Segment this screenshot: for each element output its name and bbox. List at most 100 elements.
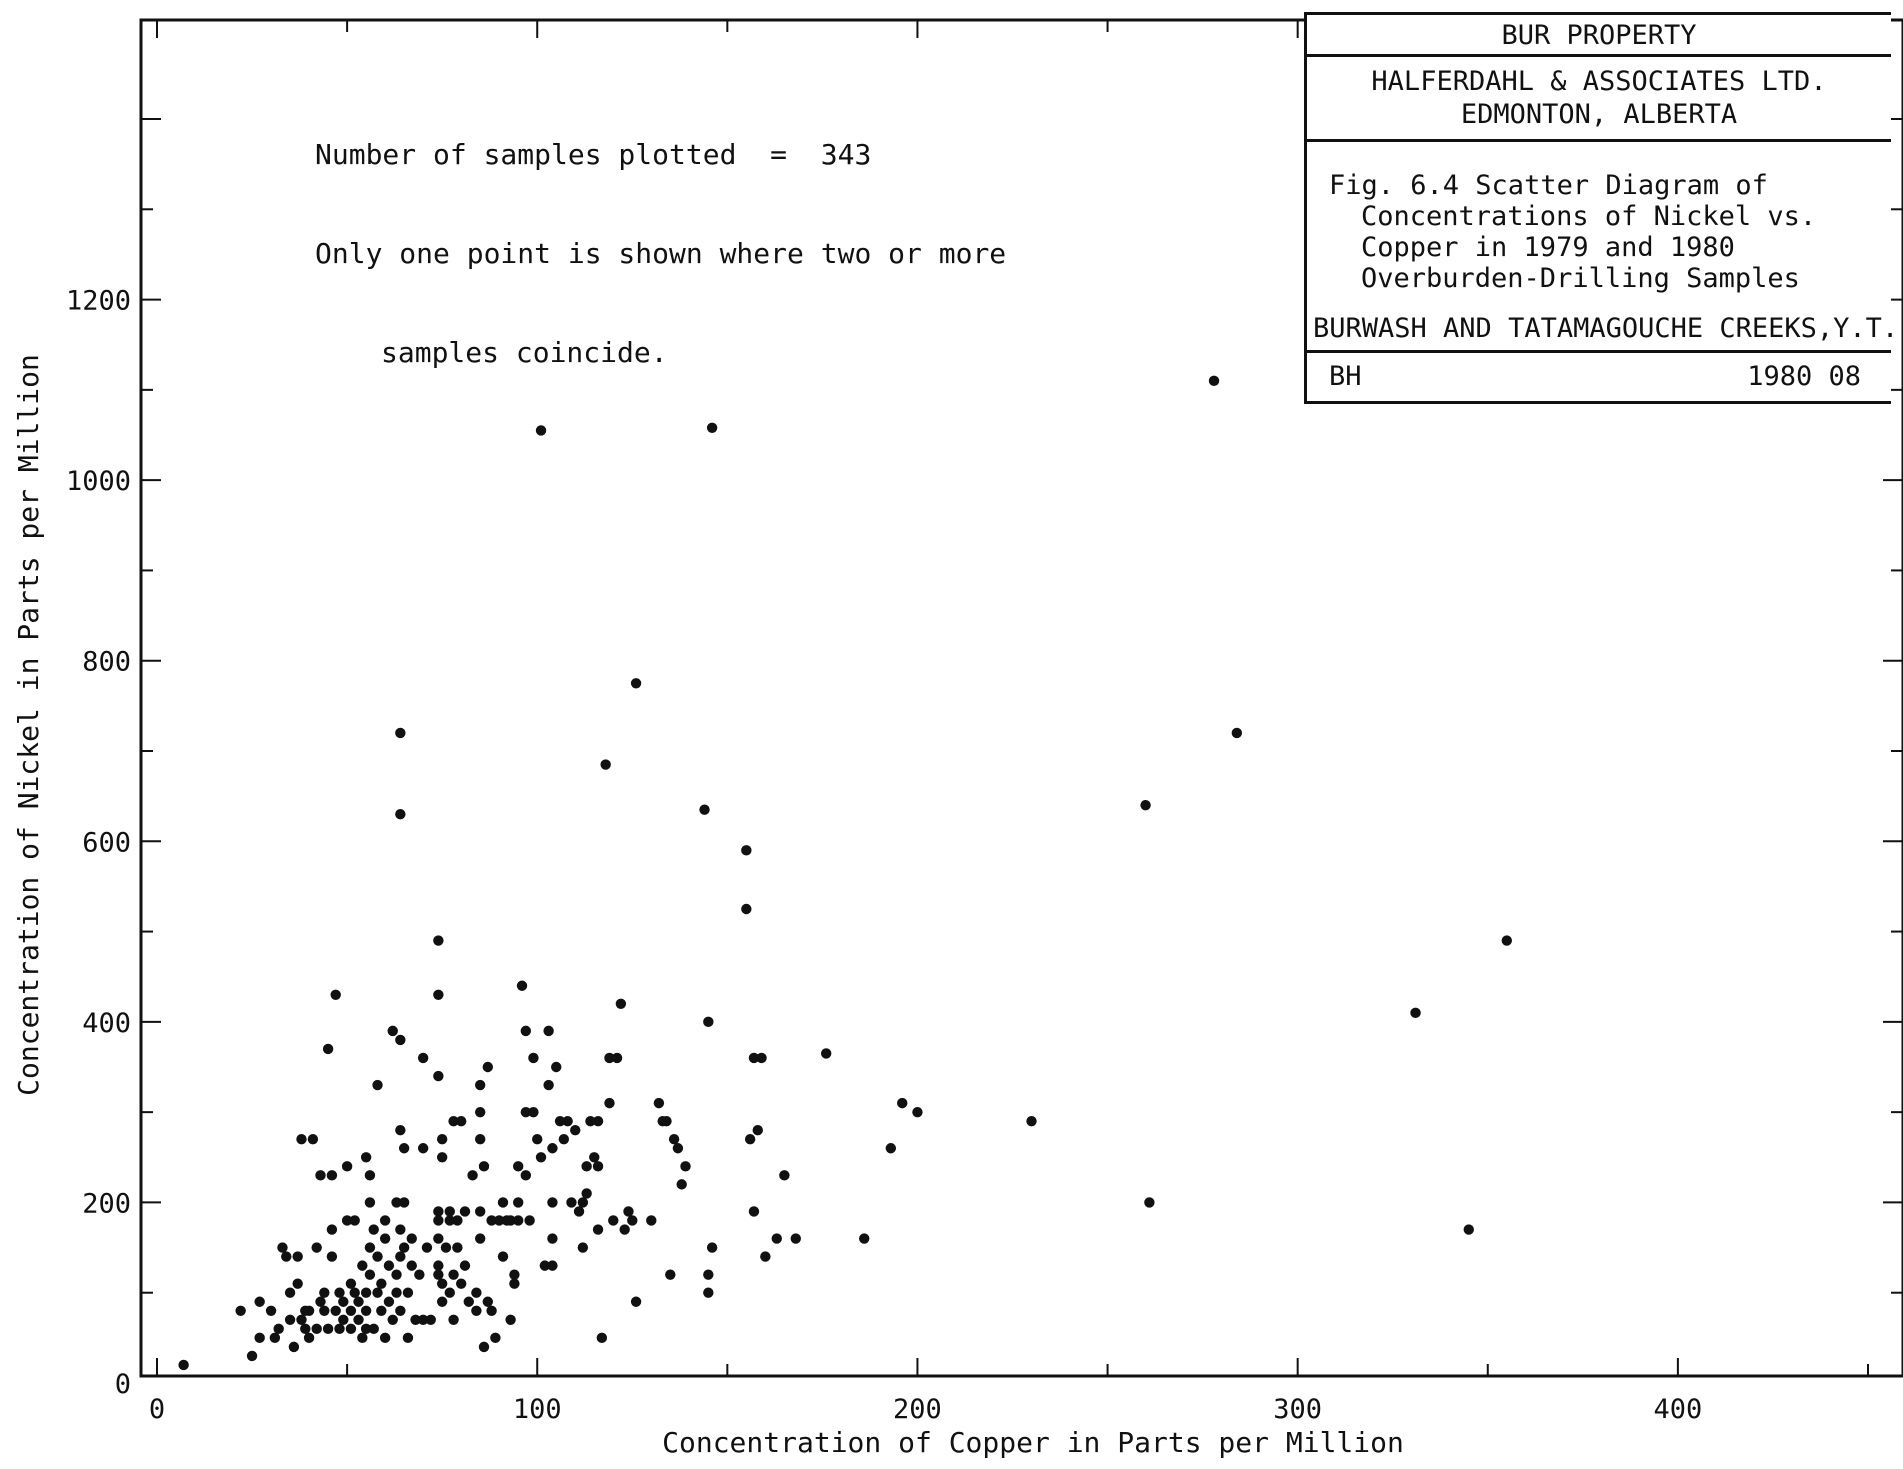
data-point bbox=[551, 1061, 562, 1073]
y-tick-label: 600 bbox=[82, 827, 131, 858]
data-point bbox=[315, 1296, 326, 1307]
x-tick-label: 300 bbox=[1273, 1394, 1322, 1425]
data-point bbox=[615, 998, 627, 1009]
data-point bbox=[265, 1305, 277, 1316]
data-point bbox=[387, 1314, 398, 1326]
data-point bbox=[383, 1260, 395, 1271]
data-point bbox=[490, 1332, 501, 1344]
data-point bbox=[455, 1115, 467, 1127]
data-point bbox=[334, 1287, 345, 1298]
data-point bbox=[478, 1161, 490, 1172]
data-point bbox=[414, 1269, 425, 1280]
data-point bbox=[398, 1143, 410, 1154]
data-point bbox=[315, 1170, 326, 1181]
data-point bbox=[611, 1052, 623, 1064]
note-line-3: samples coincide. bbox=[381, 336, 668, 369]
data-point bbox=[395, 1125, 406, 1136]
data-point bbox=[532, 1134, 543, 1145]
data-point bbox=[330, 989, 341, 1000]
data-points bbox=[178, 375, 1512, 1371]
y-tick-label: 800 bbox=[82, 647, 131, 678]
data-point bbox=[672, 1143, 684, 1154]
data-point bbox=[395, 727, 406, 739]
data-point bbox=[357, 1260, 368, 1271]
data-point bbox=[357, 1332, 368, 1344]
data-point bbox=[353, 1314, 364, 1326]
data-point bbox=[513, 1215, 524, 1226]
data-point bbox=[706, 1242, 718, 1253]
data-point bbox=[281, 1251, 292, 1262]
data-point bbox=[619, 1224, 630, 1235]
data-point bbox=[292, 1278, 303, 1289]
data-point bbox=[680, 1161, 691, 1172]
data-point bbox=[322, 1043, 334, 1055]
data-point bbox=[570, 1125, 581, 1136]
data-point bbox=[433, 1206, 444, 1217]
data-point bbox=[364, 1242, 376, 1253]
data-point bbox=[474, 1206, 486, 1217]
data-point bbox=[444, 1215, 455, 1226]
data-point bbox=[486, 1215, 497, 1226]
data-point bbox=[433, 935, 444, 946]
data-point bbox=[543, 1079, 554, 1091]
data-point bbox=[589, 1152, 600, 1163]
data-point bbox=[1140, 799, 1151, 811]
data-point bbox=[288, 1341, 300, 1353]
data-point bbox=[379, 1233, 391, 1244]
company-name: HALFERDAHL & ASSOCIATES LTD. bbox=[1371, 66, 1827, 97]
data-point bbox=[1208, 375, 1220, 387]
data-point bbox=[859, 1233, 870, 1244]
data-point bbox=[566, 1197, 577, 1208]
data-point bbox=[665, 1269, 676, 1280]
data-point bbox=[573, 1206, 585, 1217]
figure-caption-line-2: Concentrations of Nickel vs. bbox=[1361, 201, 1817, 232]
data-point bbox=[471, 1305, 482, 1316]
y-tick-label: 1000 bbox=[66, 466, 131, 497]
y-axis-title: Concentration of Nickel in Parts per Mil… bbox=[12, 354, 45, 1096]
data-point bbox=[455, 1278, 467, 1289]
data-point bbox=[372, 1079, 383, 1091]
data-point bbox=[448, 1115, 459, 1127]
note-line-1: Number of samples plotted = 343 bbox=[315, 138, 872, 171]
figure-date: 1980 08 bbox=[1747, 361, 1861, 392]
data-point bbox=[326, 1224, 338, 1235]
data-point bbox=[417, 1052, 429, 1064]
data-point bbox=[790, 1233, 801, 1244]
data-point bbox=[341, 1215, 353, 1226]
data-point bbox=[303, 1332, 315, 1344]
data-point bbox=[1410, 1007, 1421, 1019]
figure-caption-line-3: Copper in 1979 and 1980 bbox=[1361, 232, 1735, 263]
data-point bbox=[1231, 727, 1243, 739]
note-line-2: Only one point is shown where two or mor… bbox=[315, 237, 1007, 270]
data-point bbox=[1501, 935, 1512, 946]
data-point bbox=[771, 1233, 782, 1244]
data-point bbox=[535, 1152, 547, 1163]
data-point bbox=[543, 1025, 554, 1037]
data-point bbox=[577, 1197, 589, 1208]
data-point bbox=[668, 1134, 680, 1145]
data-point bbox=[368, 1323, 379, 1335]
data-point bbox=[376, 1278, 387, 1289]
data-point bbox=[436, 1278, 448, 1289]
data-point bbox=[608, 1215, 619, 1226]
data-point bbox=[269, 1332, 281, 1344]
data-point bbox=[741, 845, 752, 856]
data-point bbox=[520, 1170, 532, 1181]
data-point bbox=[528, 1052, 539, 1064]
data-point bbox=[395, 1305, 406, 1316]
property-name: BUR PROPERTY bbox=[1307, 15, 1891, 57]
data-point bbox=[653, 1097, 665, 1109]
data-point bbox=[235, 1305, 246, 1316]
data-point bbox=[360, 1323, 372, 1335]
data-point bbox=[897, 1097, 908, 1109]
data-point bbox=[706, 422, 718, 433]
x-tick-label: 200 bbox=[893, 1394, 942, 1425]
data-point bbox=[509, 1278, 520, 1289]
data-point bbox=[820, 1048, 832, 1059]
data-point bbox=[319, 1305, 330, 1316]
data-point bbox=[497, 1251, 509, 1262]
data-point bbox=[448, 1314, 459, 1326]
data-point bbox=[752, 1125, 763, 1136]
data-point bbox=[554, 1115, 566, 1127]
data-point bbox=[748, 1206, 760, 1217]
